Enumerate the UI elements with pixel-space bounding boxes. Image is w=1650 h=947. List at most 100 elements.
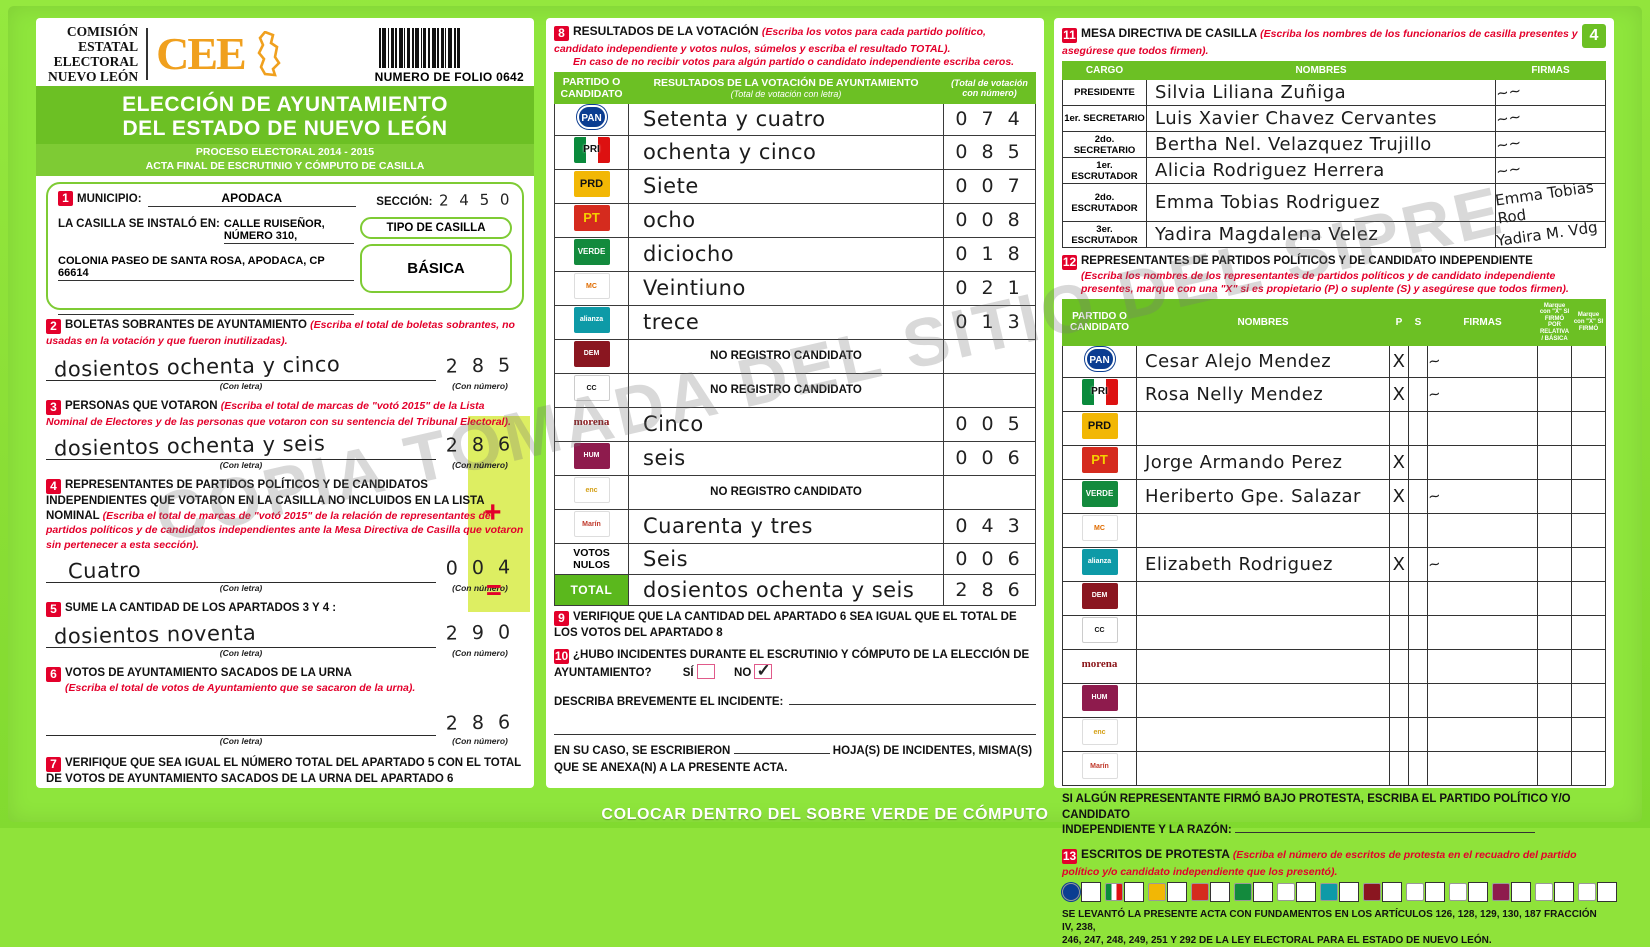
- votes-letra-cell[interactable]: Veintiuno: [628, 270, 944, 306]
- describe-incidente-value[interactable]: [789, 693, 1036, 705]
- rep-extra1-cell[interactable]: [1537, 615, 1572, 651]
- protesta-count-box[interactable]: [1468, 881, 1488, 902]
- protesta-count-box[interactable]: [1382, 881, 1402, 902]
- votes-numero-cell[interactable]: [943, 474, 1036, 510]
- total-letra[interactable]: dosientos ochenta y seis: [628, 573, 944, 606]
- rep-p-cell[interactable]: X: [1389, 445, 1409, 481]
- rep-s-cell[interactable]: [1408, 411, 1428, 447]
- rep-s-cell[interactable]: [1408, 683, 1428, 719]
- votes-letra-cell[interactable]: ochenta y cinco: [628, 134, 944, 170]
- firma-cell[interactable]: ~~: [1495, 105, 1606, 132]
- rep-s-cell[interactable]: [1408, 479, 1428, 515]
- votes-numero-cell[interactable]: 0 0 6: [943, 440, 1036, 476]
- votes-numero-cell[interactable]: 0 0 7: [943, 168, 1036, 204]
- protesta-count-box[interactable]: [1511, 881, 1531, 902]
- rep-extra1-cell[interactable]: [1537, 445, 1572, 481]
- rep-firma-cell[interactable]: [1427, 581, 1538, 617]
- nombre-cell[interactable]: Emma Tobias Rodriguez: [1146, 183, 1496, 222]
- rep-extra1-cell[interactable]: [1537, 581, 1572, 617]
- votos-nulos-letra[interactable]: Seis: [628, 542, 944, 575]
- total-numero[interactable]: 2 8 6: [943, 573, 1036, 606]
- nombre-cell[interactable]: Silvia Liliana Zuñiga: [1146, 79, 1496, 106]
- votes-letra-cell[interactable]: Siete: [628, 168, 944, 204]
- votes-numero-cell[interactable]: 0 1 8: [943, 236, 1036, 272]
- rep-p-cell[interactable]: [1389, 717, 1409, 753]
- rep-s-cell[interactable]: [1408, 581, 1428, 617]
- rep-firma-cell[interactable]: [1427, 411, 1538, 447]
- rep-firma-cell[interactable]: ~: [1427, 479, 1538, 515]
- section-4-letra-value[interactable]: Cuatro: [67, 557, 142, 584]
- firma-cell[interactable]: ~~: [1495, 131, 1606, 158]
- rep-nombre-cell[interactable]: Jorge Armando Perez: [1136, 445, 1390, 481]
- rep-p-cell[interactable]: [1389, 513, 1409, 549]
- rep-extra1-cell[interactable]: [1537, 649, 1572, 685]
- rep-nombre-cell[interactable]: Heriberto Gpe. Salazar: [1136, 479, 1390, 515]
- rep-extra1-cell[interactable]: [1537, 547, 1572, 583]
- rep-p-cell[interactable]: [1389, 411, 1409, 447]
- rep-extra2-cell[interactable]: [1571, 649, 1606, 685]
- rep-s-cell[interactable]: [1408, 751, 1428, 787]
- rep-firma-cell[interactable]: [1427, 683, 1538, 719]
- rep-s-cell[interactable]: [1408, 615, 1428, 651]
- rep-extra1-cell[interactable]: [1537, 377, 1572, 413]
- rep-extra2-cell[interactable]: [1571, 445, 1606, 481]
- si-checkbox[interactable]: [696, 664, 715, 680]
- rep-firma-cell[interactable]: [1427, 751, 1538, 787]
- rep-extra2-cell[interactable]: [1571, 615, 1606, 651]
- nombre-cell[interactable]: Alicia Rodriguez Herrera: [1146, 157, 1496, 184]
- rep-p-cell[interactable]: [1389, 751, 1409, 787]
- rep-p-cell[interactable]: X: [1389, 479, 1409, 515]
- protesta-note-value[interactable]: [1234, 832, 1535, 834]
- protesta-count-box[interactable]: [1339, 881, 1359, 902]
- rep-extra2-cell[interactable]: [1571, 581, 1606, 617]
- rep-extra2-cell[interactable]: [1571, 547, 1606, 583]
- votes-numero-cell[interactable]: 0 1 3: [943, 304, 1036, 340]
- votes-letra-cell[interactable]: trece: [628, 304, 944, 340]
- section-3-letra-value[interactable]: dosientos ochenta y seis: [53, 431, 326, 462]
- nombre-cell[interactable]: Luis Xavier Chavez Cervantes: [1146, 105, 1496, 132]
- rep-firma-cell[interactable]: [1427, 445, 1538, 481]
- votes-numero-cell[interactable]: 0 7 4: [943, 102, 1036, 136]
- rep-extra1-cell[interactable]: [1537, 751, 1572, 787]
- rep-extra2-cell[interactable]: [1571, 345, 1606, 379]
- votes-letra-cell[interactable]: Cuarenta y tres: [628, 508, 944, 544]
- votos-nulos-numero[interactable]: 0 0 6: [943, 542, 1036, 575]
- rep-firma-cell[interactable]: [1427, 717, 1538, 753]
- rep-s-cell[interactable]: [1408, 649, 1428, 685]
- rep-nombre-cell[interactable]: [1136, 513, 1390, 549]
- rep-nombre-cell[interactable]: Elizabeth Rodriguez: [1136, 547, 1390, 583]
- rep-extra2-cell[interactable]: [1571, 717, 1606, 753]
- protesta-count-box[interactable]: [1210, 881, 1230, 902]
- votes-letra-cell[interactable]: seis: [628, 440, 944, 476]
- protesta-count-box[interactable]: [1425, 881, 1445, 902]
- rep-extra2-cell[interactable]: [1571, 411, 1606, 447]
- nombre-cell[interactable]: Yadira Magdalena Velez: [1146, 221, 1496, 248]
- protesta-count-box[interactable]: [1554, 881, 1574, 902]
- votes-numero-cell[interactable]: [943, 338, 1036, 374]
- rep-firma-cell[interactable]: [1427, 615, 1538, 651]
- rep-nombre-cell[interactable]: Cesar Alejo Mendez: [1136, 345, 1390, 379]
- rep-s-cell[interactable]: [1408, 377, 1428, 413]
- direccion-line-3[interactable]: [58, 301, 354, 316]
- rep-p-cell[interactable]: [1389, 581, 1409, 617]
- nombre-cell[interactable]: Bertha Nel. Velazquez Trujillo: [1146, 131, 1496, 158]
- protesta-count-box[interactable]: [1167, 881, 1187, 902]
- seccion-digits[interactable]: 2 4 5 0: [438, 190, 513, 210]
- rep-firma-cell[interactable]: ~: [1427, 345, 1538, 379]
- votes-numero-cell[interactable]: [943, 372, 1036, 408]
- votes-letra-cell[interactable]: diciocho: [628, 236, 944, 272]
- rep-nombre-cell[interactable]: [1136, 717, 1390, 753]
- rep-extra1-cell[interactable]: [1537, 683, 1572, 719]
- rep-p-cell[interactable]: X: [1389, 345, 1409, 379]
- rep-nombre-cell[interactable]: Rosa Nelly Mendez: [1136, 377, 1390, 413]
- rep-nombre-cell[interactable]: [1136, 649, 1390, 685]
- section-6-numero-value[interactable]: 2 8 6: [445, 711, 515, 735]
- votes-numero-cell[interactable]: 0 2 1: [943, 270, 1036, 306]
- protesta-count-box[interactable]: [1081, 881, 1101, 902]
- protesta-count-box[interactable]: [1124, 881, 1144, 902]
- rep-nombre-cell[interactable]: [1136, 683, 1390, 719]
- rep-extra2-cell[interactable]: [1571, 513, 1606, 549]
- section-3-numero-value[interactable]: 2 8 6: [445, 433, 515, 458]
- rep-p-cell[interactable]: [1389, 649, 1409, 685]
- firma-cell[interactable]: Yadira M. Vdg: [1495, 218, 1606, 250]
